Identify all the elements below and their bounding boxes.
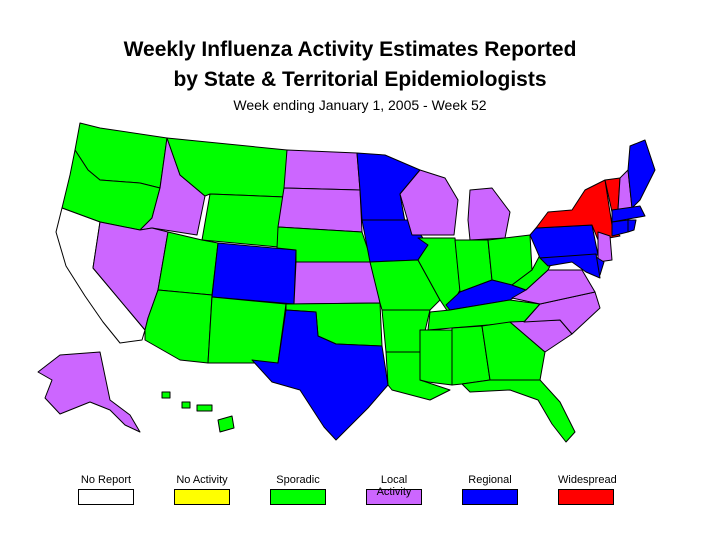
- legend-swatch: [462, 489, 518, 505]
- legend-item-sporadic: Sporadic: [270, 474, 326, 505]
- state-pa[interactable]: [529, 224, 599, 259]
- legend-swatch: [366, 489, 422, 505]
- legend-item-local-activity: Local Activity: [366, 474, 422, 505]
- state-co[interactable]: [211, 242, 297, 305]
- state-az[interactable]: [144, 289, 213, 364]
- legend-label: Widespread: [558, 474, 617, 486]
- state-fl[interactable]: [461, 379, 576, 443]
- state-md[interactable]: [539, 253, 601, 279]
- legend-swatch: [270, 489, 326, 505]
- legend-swatch: [558, 489, 614, 505]
- state-tx[interactable]: [251, 309, 389, 441]
- legend-item-no-report: No Report: [78, 474, 134, 505]
- legend-label: Regional: [468, 474, 512, 486]
- state-nj[interactable]: [597, 231, 613, 263]
- legend-label: Local Activity: [376, 474, 412, 498]
- state-hi[interactable]: [161, 391, 235, 433]
- state-ks[interactable]: [293, 261, 381, 305]
- state-ma[interactable]: [611, 205, 646, 223]
- state-mn[interactable]: [356, 152, 421, 223]
- legend-swatch: [174, 489, 230, 505]
- legend-label: No Report: [80, 474, 132, 486]
- map-subtitle: Week ending January 1, 2005 - Week 52: [233, 97, 487, 113]
- legend-item-no-activity: No Activity: [174, 474, 230, 505]
- map-title-line-1: Weekly Influenza Activity Estimates Repo…: [123, 38, 577, 61]
- state-wi[interactable]: [399, 169, 459, 236]
- state-wy[interactable]: [201, 193, 286, 248]
- state-nd[interactable]: [283, 149, 361, 191]
- legend-item-regional: Regional: [462, 474, 518, 505]
- state-ut[interactable]: [157, 231, 219, 296]
- state-mi[interactable]: [467, 187, 511, 241]
- state-ga[interactable]: [481, 321, 546, 381]
- legend-label: Sporadic: [276, 474, 320, 486]
- map-title-line-2: by State & Territorial Epidemiologists: [173, 68, 547, 91]
- legend-label: No Activity: [176, 474, 228, 486]
- state-nm[interactable]: [207, 296, 287, 364]
- state-me[interactable]: [627, 139, 656, 209]
- state-ak[interactable]: [37, 351, 141, 433]
- state-ct[interactable]: [611, 219, 629, 237]
- state-ny[interactable]: [535, 179, 621, 241]
- state-ms[interactable]: [419, 329, 453, 386]
- state-ri[interactable]: [627, 219, 637, 233]
- legend-item-widespread: Widespread: [558, 474, 617, 505]
- state-sd[interactable]: [277, 187, 363, 233]
- legend-swatch: [78, 489, 134, 505]
